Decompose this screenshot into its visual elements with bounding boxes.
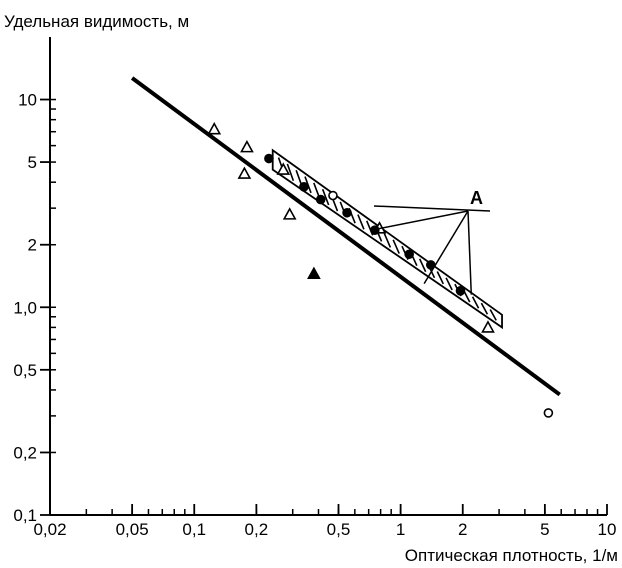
y-tick-label: 0,5 [13, 361, 37, 380]
open-circle-point [543, 408, 554, 418]
y-tick-label: 0,2 [13, 443, 37, 462]
band-hatch [286, 163, 295, 181]
filled-circle-point [299, 182, 309, 192]
band-hatch [480, 302, 489, 315]
x-tick-label: 0,5 [327, 520, 351, 539]
x-tick-label: 0,1 [182, 520, 206, 539]
regression-lines [130, 76, 561, 397]
filled-circle-point [455, 286, 466, 296]
filled-circle-point [404, 249, 414, 260]
y-tick-label: 0,1 [13, 506, 37, 525]
open-triangle-point [282, 207, 297, 220]
open-triangle-point [481, 320, 495, 333]
y-tick-label: 10 [18, 91, 37, 110]
band-outline [271, 148, 503, 330]
annotation-label: A [470, 188, 483, 208]
y-tick-label: 2 [28, 236, 37, 255]
regression-line [130, 76, 561, 397]
y-axis-label: Удельная видимость, м [4, 12, 189, 31]
open-triangle-point [207, 122, 222, 135]
annotation-baseline [373, 205, 491, 212]
annotation-leader [423, 210, 469, 284]
filled-triangle-point [307, 266, 321, 280]
band-hatch [321, 188, 330, 206]
open-triangle-point [276, 162, 291, 175]
annotation-leader [467, 210, 473, 295]
axes: 0,02 0,05 0,1 0,2 0,5 1 2 5 10 0,1 0,2 0,5 1,0 2 5 10 [13, 37, 616, 539]
x-tick-label: 10 [598, 520, 617, 539]
x-tick-label: 0,2 [245, 520, 269, 539]
open-triangle-point [240, 139, 254, 153]
band-hatch [436, 271, 445, 285]
band-hatch [418, 258, 427, 273]
band-hatch [489, 309, 497, 321]
band-hatch [383, 233, 392, 248]
x-tick-label: 5 [540, 520, 549, 539]
x-axis-label: Оптическая плотность, 1/м [405, 546, 618, 565]
open-circle-point [328, 190, 338, 201]
annotations: A [371, 188, 491, 295]
filled-circle-point [342, 207, 352, 218]
x-tick-label: 1 [396, 520, 405, 539]
data-points [207, 122, 554, 418]
hatched-band [271, 148, 503, 330]
band-hatch [445, 277, 453, 291]
band-hatch [392, 239, 400, 254]
band-hatch [357, 214, 365, 230]
x-tick-label: 0,02 [33, 520, 66, 539]
band-hatch [471, 296, 480, 309]
annotation-leader [371, 210, 469, 231]
filled-circle-point [264, 153, 274, 164]
x-tick-label: 2 [458, 520, 467, 539]
open-triangle-point [237, 166, 252, 179]
y-tick-label: 5 [28, 153, 37, 172]
filled-circle-point [315, 194, 326, 205]
x-tick-label: 0,05 [116, 520, 149, 539]
y-tick-label: 1,0 [13, 298, 37, 317]
